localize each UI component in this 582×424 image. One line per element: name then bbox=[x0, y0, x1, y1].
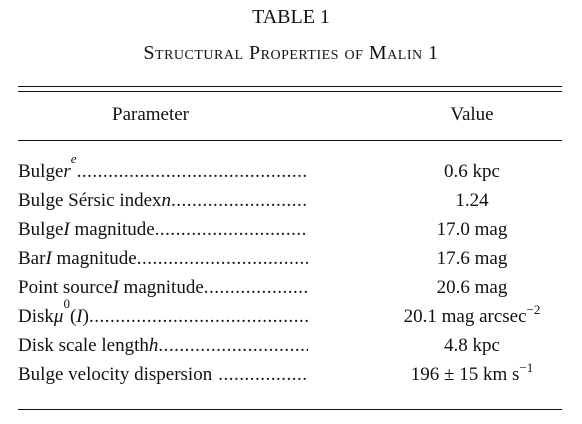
text: 4.8 kpc bbox=[444, 335, 500, 356]
symbol: I bbox=[76, 306, 83, 327]
parameter: Bulge Sérsic index n bbox=[18, 188, 308, 214]
rule bbox=[18, 86, 562, 87]
text: Bulge Sérsic index bbox=[18, 190, 162, 211]
symbol: I bbox=[112, 277, 119, 298]
rule bbox=[18, 91, 562, 92]
value: 4.8 kpc bbox=[372, 333, 572, 359]
subscript: e bbox=[70, 151, 77, 166]
value: 196 ± 15 km s−1 bbox=[372, 360, 572, 388]
subscript: 0 bbox=[63, 296, 70, 311]
symbol: r bbox=[63, 161, 71, 182]
superscript: −1 bbox=[519, 360, 534, 375]
text: Bar bbox=[18, 248, 46, 269]
rule bbox=[18, 140, 562, 141]
text: Disk scale length bbox=[18, 335, 149, 356]
table-title: TABLE 1 bbox=[252, 6, 330, 28]
text: Bulge bbox=[18, 219, 64, 240]
symbol: I bbox=[45, 248, 52, 269]
text: Point source bbox=[18, 277, 113, 298]
text: Bulge velocity dispersion bbox=[18, 364, 213, 385]
parameter: Point source I magnitude bbox=[18, 275, 308, 301]
value: 17.0 mag bbox=[372, 217, 572, 243]
text: 0.6 kpc bbox=[444, 161, 500, 182]
value: 20.1 mag arcsec−2 bbox=[372, 302, 572, 330]
value: 1.24 bbox=[372, 188, 572, 214]
parameter: Disk scale length h bbox=[18, 333, 308, 359]
text: magnitude bbox=[118, 277, 204, 298]
table-subtitle: Structural Properties of Malin 1 bbox=[143, 42, 439, 64]
value: 20.6 mag bbox=[372, 275, 572, 301]
text: magnitude bbox=[69, 219, 155, 240]
symbol: h bbox=[148, 335, 159, 356]
text: 1.24 bbox=[455, 190, 489, 211]
symbol: n bbox=[161, 190, 172, 211]
text: 17.0 mag bbox=[436, 219, 508, 240]
value: 0.6 kpc bbox=[372, 159, 572, 185]
symbol: I bbox=[63, 219, 70, 240]
text: 20.1 mag arcsec bbox=[403, 306, 527, 327]
rule bbox=[18, 409, 562, 410]
text: Bulge bbox=[18, 161, 64, 182]
symbol: μ bbox=[53, 306, 64, 327]
text: 17.6 mag bbox=[436, 248, 508, 269]
text: 196 ± 15 km s bbox=[410, 364, 520, 385]
text: Disk bbox=[18, 306, 54, 327]
superscript: −2 bbox=[526, 302, 541, 317]
text: ) bbox=[82, 306, 89, 327]
parameter: Bulge velocity dispersion bbox=[18, 362, 308, 388]
value: 17.6 mag bbox=[372, 246, 572, 272]
column-header: Value bbox=[450, 104, 494, 125]
parameter: Bulge I magnitude bbox=[18, 217, 308, 243]
text: magnitude bbox=[51, 248, 137, 269]
text: ( bbox=[69, 306, 77, 327]
parameter: Disk μ 0(I) bbox=[18, 296, 308, 330]
column-header: Parameter bbox=[112, 104, 190, 125]
parameter: Bar I magnitude bbox=[18, 246, 308, 272]
text: 20.6 mag bbox=[436, 277, 508, 298]
